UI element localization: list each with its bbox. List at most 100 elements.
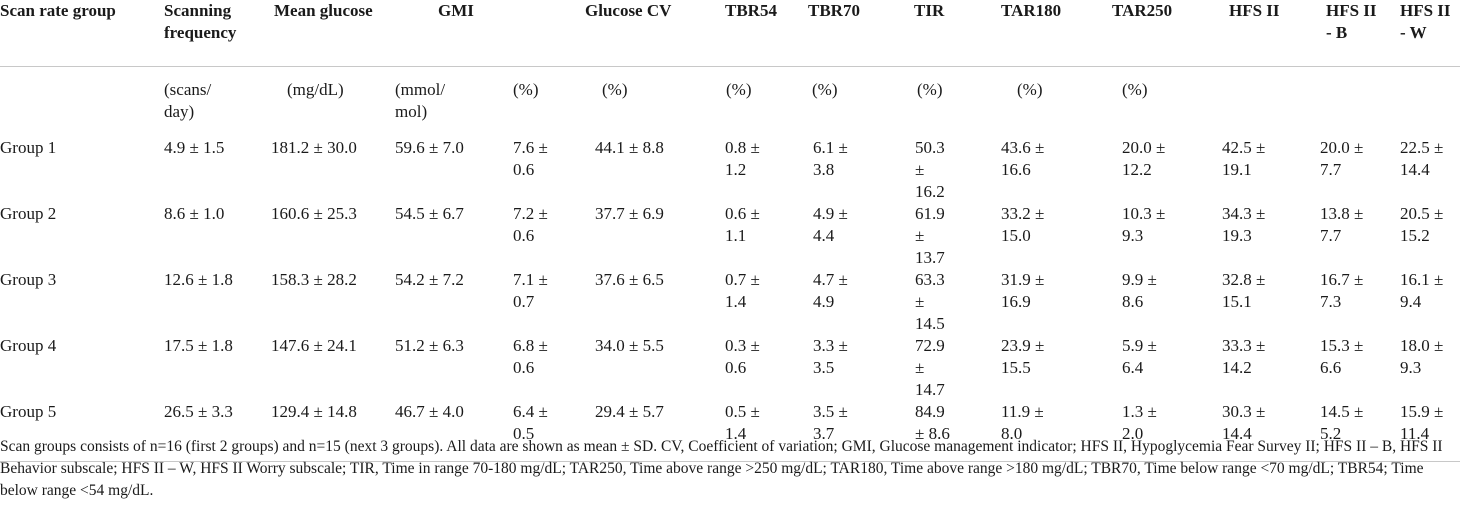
table-cell: 42.5 ± 19.1 (1222, 138, 1266, 179)
table-cell: 54.2 ± 7.2 (395, 270, 464, 289)
table-cell: 0.6 ± 1.1 (725, 204, 760, 245)
row-label-cell: Group 1 (0, 138, 57, 157)
header-gmi-percent (506, 0, 582, 67)
row-label-cell: Group 3 (0, 270, 57, 289)
table-cell: 72.9 ± 14.7 (915, 336, 945, 399)
glucose-metrics-table: Scan rate group Scanning frequency Mean … (0, 0, 1460, 462)
table-cell: 0.5 ± 1.4 (710, 401, 798, 462)
header-tir: TIR (887, 0, 982, 67)
units-row: (scans/ day) (mg/dL) (mmol/ mol) (%) (%)… (0, 67, 1460, 130)
table-cell: 0.8 ± 1.2 (725, 138, 760, 179)
table-cell: 9.9 ± 8.6 (1122, 270, 1157, 311)
table-footnote: Scan groups consists of n=16 (first 2 gr… (0, 436, 1460, 502)
unit-cell: (mg/dL) (287, 80, 344, 99)
header-tbr70: TBR70 (798, 0, 887, 67)
table-cell: 44.1 ± 8.8 (595, 138, 664, 157)
table-cell: 37.6 ± 6.5 (595, 270, 664, 289)
table-row: Group 3 12.6 ± 1.8 158.3 ± 28.2 54.2 ± 7.2 7… (0, 269, 1460, 335)
table-cell: 46.7 ± 4.0 (381, 401, 506, 462)
header-row: Scan rate group Scanning frequency Mean … (0, 0, 1460, 67)
unit-cell: (%) (513, 80, 539, 99)
header-hfs-ii-b: HFS II - B (1302, 0, 1386, 67)
table-cell: 31.9 ± 16.9 (1001, 270, 1045, 311)
table-cell: 1.3 ± 2.0 (1095, 401, 1197, 462)
footnote-text: Scan groups consists of n=16 (first 2 gr… (0, 438, 1443, 499)
table-cell: 15.3 ± 6.6 (1320, 336, 1364, 377)
unit-cell (1386, 67, 1460, 130)
table-cell: 20.5 ± 15.2 (1400, 204, 1444, 245)
table-cell: 17.5 ± 1.8 (164, 336, 233, 355)
table-cell: 20.0 ± 7.7 (1320, 138, 1364, 179)
table-cell: 33.3 ± 14.2 (1222, 336, 1266, 377)
unit-cell (1302, 67, 1386, 130)
unit-cell (1197, 67, 1302, 130)
table-cell: 4.9 ± 4.4 (813, 204, 848, 245)
table-cell: 30.3 ± 14.4 (1197, 401, 1302, 462)
table-cell: 63.3 ± 14.5 (915, 270, 945, 333)
unit-cell (0, 67, 150, 130)
table-cell: 8.6 ± 1.0 (164, 204, 225, 223)
table-cell: 33.2 ± 15.0 (1001, 204, 1045, 245)
header-hfs-ii-w: HFS II - W (1386, 0, 1460, 67)
table-cell: 50.3 ± 16.2 (915, 138, 945, 201)
table-cell: 129.4 ± 14.8 (268, 401, 381, 462)
header-gmi: GMI (381, 0, 506, 67)
table-cell: 43.6 ± 16.6 (1001, 138, 1045, 179)
unit-cell: (scans/ day) (164, 80, 212, 121)
table-cell: 7.1 ± 0.7 (513, 270, 548, 311)
table-cell: 29.4 ± 5.7 (582, 401, 710, 462)
table-cell: 16.7 ± 7.3 (1320, 270, 1364, 311)
table-cell: 0.7 ± 1.4 (725, 270, 760, 311)
header-tbr54: TBR54 (710, 0, 798, 67)
header-scan-rate-group: Scan rate group (0, 0, 150, 67)
table-cell: 7.6 ± 0.6 (513, 138, 548, 179)
unit-cell: (%) (726, 80, 752, 99)
table-cell: 5.9 ± 6.4 (1122, 336, 1157, 377)
table-cell: 16.1 ± 9.4 (1400, 270, 1444, 311)
header-tar250: TAR250 (1095, 0, 1197, 67)
unit-cell: (%) (602, 80, 628, 99)
header-scanning-frequency: Scanning frequency (150, 0, 268, 67)
data-table-container: Scan rate group Scanning frequency Mean … (0, 0, 1460, 462)
table-cell: 158.3 ± 28.2 (271, 270, 357, 289)
table-row: Group 1 4.9 ± 1.5 181.2 ± 30.0 59.6 ± 7.0 7.… (0, 129, 1460, 203)
unit-cell: (%) (1122, 80, 1148, 99)
row-label-cell: Group 5 (0, 401, 150, 462)
unit-cell: (%) (917, 80, 943, 99)
header-tar180: TAR180 (982, 0, 1095, 67)
table-cell: 4.7 ± 4.9 (813, 270, 848, 311)
table-cell: 22.5 ± 14.4 (1400, 138, 1444, 179)
table-cell: 3.3 ± 3.5 (813, 336, 848, 377)
table-cell: 6.4 ± 0.5 (506, 401, 582, 462)
table-cell: 10.3 ± 9.3 (1122, 204, 1166, 245)
table-row: Group 4 17.5 ± 1.8 147.6 ± 24.1 51.2 ± 6.3 6… (0, 335, 1460, 401)
table-cell: 13.8 ± 7.7 (1320, 204, 1364, 245)
table-cell: 84.9 ± 8.6 (887, 401, 982, 462)
table-cell: 61.9 ± 13.7 (915, 204, 945, 267)
table-cell: 59.6 ± 7.0 (395, 138, 464, 157)
table-row: Group 2 8.6 ± 1.0 160.6 ± 25.3 54.5 ± 6.7 7.… (0, 203, 1460, 269)
table-cell: 15.9 ± 11.4 (1386, 401, 1460, 462)
table-cell: 14.5 ± 5.2 (1302, 401, 1386, 462)
table-cell: 6.8 ± 0.6 (513, 336, 548, 377)
table-cell: 54.5 ± 6.7 (395, 204, 464, 223)
unit-cell: (mmol/ mol) (395, 80, 446, 121)
table-cell: 7.2 ± 0.6 (513, 204, 548, 245)
header-glucose-cv: Glucose CV (582, 0, 710, 67)
table-cell: 51.2 ± 6.3 (395, 336, 464, 355)
table-cell: 0.3 ± 0.6 (725, 336, 760, 377)
table-cell: 12.6 ± 1.8 (164, 270, 233, 289)
table-cell: 26.5 ± 3.3 (150, 401, 268, 462)
table-cell: 160.6 ± 25.3 (271, 204, 357, 223)
row-label-cell: Group 4 (0, 336, 57, 355)
table-cell: 6.1 ± 3.8 (813, 138, 848, 179)
table-cell: 4.9 ± 1.5 (164, 138, 225, 157)
table-cell: 34.0 ± 5.5 (595, 336, 664, 355)
table-body: Group 1 4.9 ± 1.5 181.2 ± 30.0 59.6 ± 7.0 7.… (0, 129, 1460, 462)
header-mean-glucose: Mean glucose (268, 0, 381, 67)
unit-cell: (%) (1017, 80, 1043, 99)
table-cell: 18.0 ± 9.3 (1400, 336, 1444, 377)
header-hfs-ii: HFS II (1197, 0, 1302, 67)
table-cell: 34.3 ± 19.3 (1222, 204, 1266, 245)
table-cell: 181.2 ± 30.0 (271, 138, 357, 157)
